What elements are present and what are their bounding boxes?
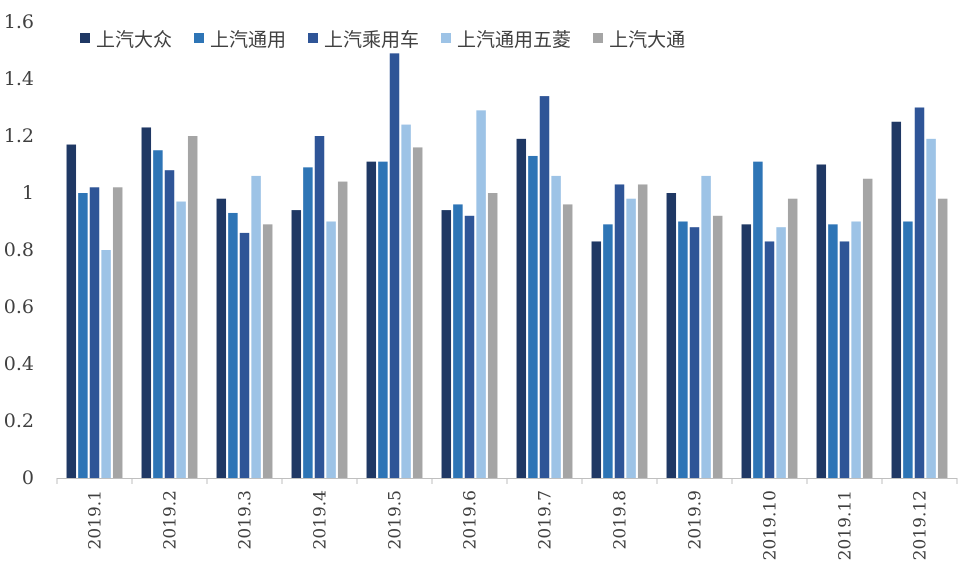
bar: [487, 193, 498, 478]
legend-label: 上汽通用: [210, 28, 287, 51]
legend-swatch-icon: [441, 33, 452, 43]
bar: [637, 184, 648, 478]
bar: [66, 144, 77, 479]
bar: [187, 136, 198, 478]
bar: [839, 241, 850, 478]
bar: [251, 175, 261, 478]
y-tick-label: 0.2: [4, 410, 34, 432]
y-tick-label: 0.6: [4, 296, 34, 318]
bar: [401, 124, 411, 478]
x-tick-label: 2019.3: [236, 490, 256, 549]
bar: [141, 127, 152, 478]
bar: [926, 138, 936, 478]
bar: [314, 136, 325, 478]
legend-item: 上汽通用: [194, 25, 286, 52]
legend: 上汽大众 上汽通用 上汽乘用车 上汽通用五菱 上汽大通: [80, 25, 707, 52]
bar: [326, 221, 336, 478]
legend-item: 上汽通用五菱: [441, 25, 571, 52]
y-tick-label: 1.2: [4, 125, 34, 147]
bar: [701, 175, 711, 478]
bar: [78, 193, 88, 478]
x-tick-label: 2019.11: [836, 490, 856, 560]
bar: [539, 96, 550, 478]
bar: [562, 204, 573, 478]
y-tick-label: 0.8: [4, 239, 34, 261]
bar: [176, 201, 186, 479]
bar: [914, 107, 925, 478]
x-tick-label: 2019.7: [536, 490, 556, 549]
legend-item: 上汽乘用车: [308, 25, 419, 52]
x-tick-label: 2019.6: [461, 490, 481, 549]
x-tick-label: 2019.4: [311, 490, 331, 549]
bar: [303, 167, 313, 478]
bar: [216, 198, 227, 478]
bar: [228, 212, 238, 478]
x-tick-label: 2019.1: [86, 490, 106, 549]
x-tick-label: 2019.5: [386, 490, 406, 549]
bar: [851, 221, 861, 478]
x-tick-label: 2019.12: [911, 490, 931, 560]
legend-label: 上汽大众: [96, 28, 173, 51]
bar: [412, 147, 423, 478]
bar: [464, 215, 475, 479]
legend-item: 上汽大众: [80, 25, 172, 52]
bar: [689, 227, 700, 478]
y-tick-label: 1.6: [4, 11, 34, 33]
bar: [366, 161, 377, 478]
bar: [528, 155, 538, 478]
bar: [378, 161, 388, 478]
bar: [441, 210, 452, 478]
bar: [614, 184, 625, 478]
bar: [262, 224, 273, 478]
bar: [164, 170, 175, 478]
bar: [89, 187, 100, 479]
bar: [776, 227, 786, 478]
y-tick-label: 1.4: [4, 68, 34, 90]
bar: [712, 215, 723, 479]
y-tick-label: 0.4: [4, 353, 34, 375]
bar: [828, 224, 838, 478]
bar: [153, 150, 163, 478]
bar: [603, 224, 613, 478]
bar: [753, 161, 763, 478]
y-tick-label: 1: [22, 182, 34, 204]
bar: [626, 198, 636, 478]
bar: [937, 198, 948, 478]
legend-label: 上汽大通: [609, 28, 686, 51]
legend-swatch-icon: [593, 33, 604, 43]
legend-label: 上汽乘用车: [324, 28, 420, 51]
bar: [591, 241, 602, 478]
y-tick-label: 0: [22, 467, 34, 489]
bar: [112, 187, 123, 479]
x-tick-label: 2019.2: [161, 490, 181, 549]
bar: [764, 241, 775, 478]
bar: [389, 53, 400, 478]
bar: [666, 193, 677, 478]
bar: [239, 232, 250, 478]
bar: [516, 138, 527, 478]
x-tick-label: 2019.9: [686, 490, 706, 549]
bar: [476, 110, 486, 478]
bar: [816, 164, 827, 478]
bar: [291, 210, 302, 478]
legend-label: 上汽通用五菱: [457, 28, 572, 51]
bar: [903, 221, 913, 478]
bar: [741, 224, 752, 478]
bar: [453, 204, 463, 478]
legend-swatch-icon: [308, 33, 319, 43]
legend-swatch-icon: [194, 33, 205, 43]
bar: [678, 221, 688, 478]
legend-item: 上汽大通: [593, 25, 685, 52]
x-tick-label: 2019.10: [761, 490, 781, 560]
bar: [891, 121, 902, 478]
x-tick-label: 2019.8: [611, 490, 631, 549]
bar: [787, 198, 798, 478]
bar: [101, 250, 111, 478]
bar: [337, 181, 348, 478]
legend-swatch-icon: [80, 33, 90, 43]
bar: [551, 175, 561, 478]
bar: [862, 178, 873, 478]
